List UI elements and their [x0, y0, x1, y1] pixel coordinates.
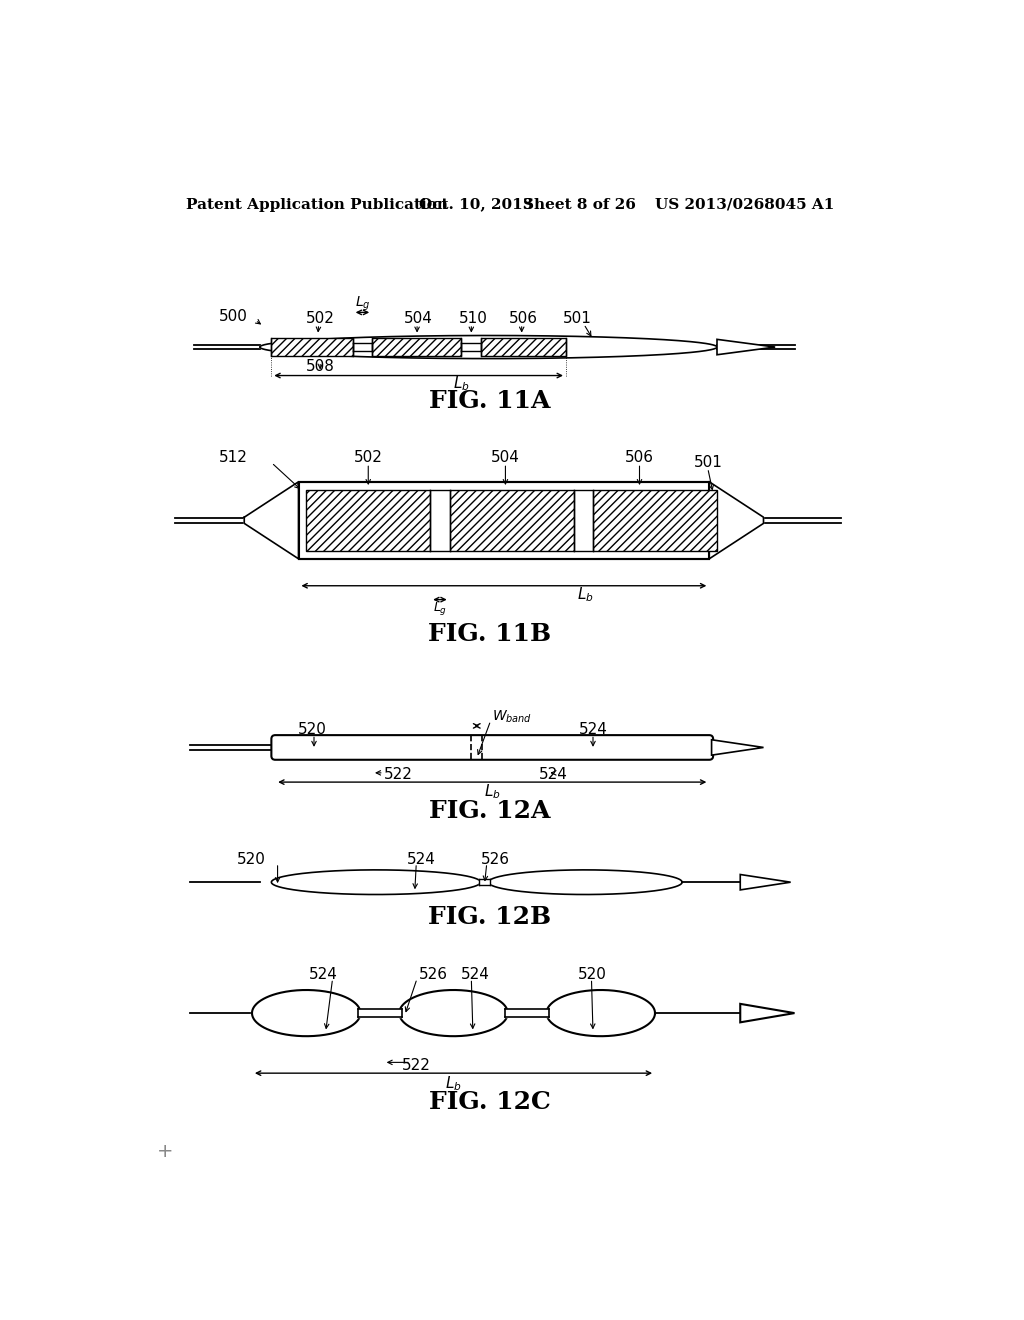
Bar	[480, 338, 566, 356]
Polygon shape	[488, 870, 682, 895]
Bar	[271, 338, 352, 356]
Text: 520: 520	[238, 851, 266, 867]
Text: $W_{band}$: $W_{band}$	[493, 709, 532, 725]
Bar	[306, 490, 430, 552]
Text: 502: 502	[354, 450, 383, 465]
Text: Patent Application Publication: Patent Application Publication	[186, 198, 449, 211]
Text: 508: 508	[306, 359, 335, 374]
Bar	[372, 338, 461, 356]
Text: FIG. 11A: FIG. 11A	[429, 389, 551, 413]
Text: $L_b$: $L_b$	[577, 586, 594, 605]
Text: $L_b$: $L_b$	[453, 375, 470, 393]
Bar	[593, 490, 717, 552]
Text: 524: 524	[407, 851, 436, 867]
Text: 506: 506	[509, 312, 538, 326]
Polygon shape	[717, 339, 775, 355]
Text: $L_b$: $L_b$	[445, 1074, 462, 1093]
Text: $L_g$: $L_g$	[433, 601, 447, 618]
Text: 520: 520	[298, 722, 327, 738]
FancyBboxPatch shape	[271, 735, 713, 760]
Polygon shape	[740, 1003, 795, 1022]
Text: 522: 522	[401, 1057, 431, 1073]
Polygon shape	[712, 739, 764, 755]
Text: $L_b$: $L_b$	[484, 783, 501, 801]
Text: FIG. 12B: FIG. 12B	[428, 904, 552, 929]
Polygon shape	[399, 990, 508, 1036]
Text: 526: 526	[419, 968, 447, 982]
Polygon shape	[271, 870, 480, 895]
Text: 504: 504	[404, 312, 433, 326]
Polygon shape	[260, 335, 717, 359]
Text: Sheet 8 of 26: Sheet 8 of 26	[523, 198, 636, 211]
Polygon shape	[252, 990, 360, 1036]
Polygon shape	[245, 482, 299, 558]
Text: 502: 502	[306, 312, 335, 326]
Text: +: +	[157, 1142, 173, 1162]
Polygon shape	[506, 1010, 549, 1016]
Text: 500: 500	[219, 309, 248, 323]
Text: 524: 524	[539, 767, 567, 781]
Polygon shape	[740, 875, 791, 890]
Text: 524: 524	[308, 968, 337, 982]
Polygon shape	[358, 1010, 401, 1016]
Text: 504: 504	[490, 450, 520, 465]
Text: 524: 524	[579, 722, 607, 738]
Polygon shape	[710, 482, 764, 558]
Text: Oct. 10, 2013: Oct. 10, 2013	[419, 198, 534, 211]
Text: 522: 522	[384, 767, 413, 781]
Text: 512: 512	[219, 450, 248, 465]
Text: 510: 510	[459, 312, 487, 326]
Text: 501: 501	[563, 312, 592, 326]
Text: 524: 524	[461, 968, 490, 982]
Text: 506: 506	[625, 450, 654, 465]
Text: FIG. 12C: FIG. 12C	[429, 1089, 551, 1114]
Polygon shape	[547, 990, 655, 1036]
Text: US 2013/0268045 A1: US 2013/0268045 A1	[655, 198, 835, 211]
Text: 526: 526	[480, 851, 510, 867]
Bar	[299, 482, 710, 558]
Text: FIG. 12A: FIG. 12A	[429, 800, 551, 824]
Text: 520: 520	[578, 968, 606, 982]
Polygon shape	[479, 879, 489, 886]
Text: $L_g$: $L_g$	[354, 294, 371, 313]
Bar	[450, 490, 573, 552]
Text: 501: 501	[693, 455, 723, 470]
Text: FIG. 11B: FIG. 11B	[428, 622, 552, 647]
